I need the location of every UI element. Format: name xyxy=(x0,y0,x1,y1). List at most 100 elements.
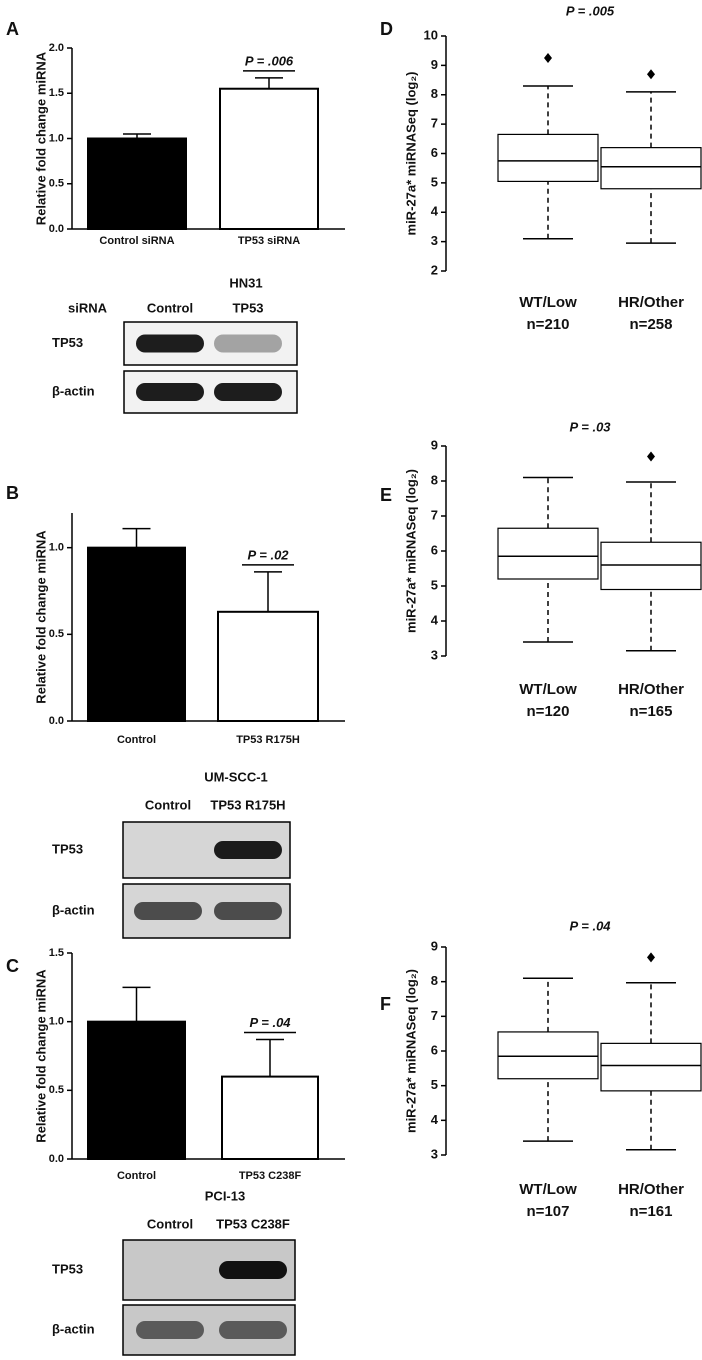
annotation: P = .02 xyxy=(247,547,289,562)
y-tick-label: 4 xyxy=(431,1112,439,1127)
y-tick-label: 3 xyxy=(431,233,438,248)
box xyxy=(600,147,702,190)
blot-band xyxy=(136,1321,204,1339)
y-tick-label: 7 xyxy=(431,507,438,522)
x-tick-label: TP53 siRNA xyxy=(238,235,300,247)
y-tick-label: 8 xyxy=(431,973,438,988)
chart-title: P = .04 xyxy=(569,918,611,933)
y-tick-label: 1.0 xyxy=(49,1016,64,1028)
x-tick-label: HR/Other xyxy=(618,294,684,311)
blot-band xyxy=(214,383,282,401)
y-axis-label: Relative fold change miRNA xyxy=(33,969,48,1143)
y-tick-label: 1.0 xyxy=(49,132,64,144)
y-tick-label: 6 xyxy=(431,542,438,557)
x-tick-label: HR/Other xyxy=(618,681,684,698)
x-tick-label: WT/Low xyxy=(519,294,577,311)
blot-row-label: TP53 xyxy=(52,335,83,350)
annotation: P = .006 xyxy=(245,53,294,68)
y-tick-label: 5 xyxy=(431,1077,438,1092)
blot-row-label: TP53 xyxy=(52,1261,83,1276)
blot-band xyxy=(219,1261,287,1279)
y-axis-label: miR-27a* miRNASeq (log₂) xyxy=(403,72,418,236)
y-tick-label: 2 xyxy=(431,262,438,277)
blot-row-label: β-actin xyxy=(52,1321,95,1336)
bar xyxy=(217,610,319,722)
y-tick-label: 6 xyxy=(431,145,438,160)
blot-band xyxy=(219,1321,287,1339)
blot-title: HN31 xyxy=(229,275,262,290)
n-label: n=165 xyxy=(630,703,673,720)
y-tick-label: 4 xyxy=(431,204,439,219)
y-axis-label: Relative fold change miRNA xyxy=(33,530,48,704)
y-tick-label: 3 xyxy=(431,647,438,662)
y-tick-label: 5 xyxy=(431,577,438,592)
n-label: n=258 xyxy=(630,316,673,333)
y-tick-label: 1.5 xyxy=(49,87,64,99)
y-tick-label: 8 xyxy=(431,86,438,101)
box xyxy=(497,527,599,580)
x-tick-label: TP53 R175H xyxy=(236,734,300,746)
panel-label: D xyxy=(380,19,393,39)
y-tick-label: 10 xyxy=(424,27,438,42)
y-tick-label: 7 xyxy=(431,1008,438,1023)
y-axis-label: miR-27a* miRNASeq (log₂) xyxy=(403,469,418,633)
bar xyxy=(87,546,186,723)
x-tick-label: Control siRNA xyxy=(99,235,174,247)
y-tick-label: 0.5 xyxy=(49,178,64,190)
blot-row-label: β-actin xyxy=(52,902,95,917)
blot-header: siRNA xyxy=(68,300,108,315)
blot-band xyxy=(214,902,282,920)
y-tick-label: 5 xyxy=(431,174,438,189)
bar xyxy=(87,1020,186,1161)
panel-label: A xyxy=(6,19,19,39)
y-tick-label: 9 xyxy=(431,57,438,72)
bar xyxy=(87,137,187,230)
blot-row-label: TP53 xyxy=(52,841,83,856)
outlier xyxy=(647,451,655,462)
bar xyxy=(221,1075,319,1160)
outlier xyxy=(544,53,552,64)
blot-lane: TP53 R175H xyxy=(210,797,285,812)
x-tick-label: WT/Low xyxy=(519,681,577,698)
y-tick-label: 9 xyxy=(431,938,438,953)
n-label: n=161 xyxy=(630,1203,673,1220)
y-tick-label: 1.5 xyxy=(49,947,64,959)
x-tick-label: Control xyxy=(117,1170,156,1182)
blot-band xyxy=(136,334,204,353)
blot-title: UM-SCC-1 xyxy=(204,769,268,784)
y-tick-label: 4 xyxy=(431,612,439,627)
n-label: n=107 xyxy=(527,1203,570,1220)
n-label: n=210 xyxy=(527,316,570,333)
y-axis-label: miR-27a* miRNASeq (log₂) xyxy=(403,969,418,1133)
y-tick-label: 0.5 xyxy=(49,1084,64,1096)
blot-row-label: β-actin xyxy=(52,383,95,398)
box xyxy=(497,133,599,183)
y-tick-label: 0.0 xyxy=(49,223,64,235)
box xyxy=(600,1042,702,1092)
annotation: P = .04 xyxy=(249,1015,291,1030)
chart-title: P = .03 xyxy=(569,419,611,434)
blot-lane: Control xyxy=(147,300,193,315)
blot-band xyxy=(136,383,204,401)
y-axis-label: Relative fold change miRNA xyxy=(33,51,48,225)
outlier xyxy=(647,69,655,80)
x-tick-label: TP53 C238F xyxy=(239,1170,302,1182)
x-tick-label: Control xyxy=(117,734,156,746)
blot-title: PCI-13 xyxy=(205,1188,245,1203)
blot-lane: Control xyxy=(145,797,191,812)
blot-lane: Control xyxy=(147,1216,193,1231)
box xyxy=(600,541,702,591)
blot-band xyxy=(214,334,282,353)
panel-label: C xyxy=(6,956,19,976)
x-tick-label: HR/Other xyxy=(618,1181,684,1198)
chart-title: P = .005 xyxy=(566,3,615,18)
y-tick-label: 1.0 xyxy=(49,542,64,554)
y-tick-label: 0.5 xyxy=(49,628,64,640)
bar xyxy=(219,87,319,230)
blot-band xyxy=(134,902,202,920)
y-tick-label: 6 xyxy=(431,1042,438,1057)
blot-lane: TP53 C238F xyxy=(216,1216,290,1231)
x-tick-label: WT/Low xyxy=(519,1181,577,1198)
y-tick-label: 7 xyxy=(431,116,438,131)
